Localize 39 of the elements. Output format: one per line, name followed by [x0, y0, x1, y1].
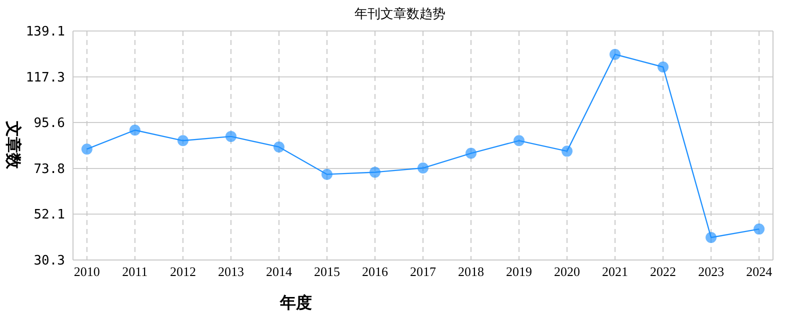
point	[225, 130, 236, 142]
x-tick-label: 2014	[266, 264, 292, 279]
x-tick-label: 2023	[698, 264, 724, 279]
x-tick-label: 2019	[506, 264, 532, 279]
chart-title: 年刊文章数趋势	[354, 6, 446, 21]
y-tick-label: 95.6	[34, 116, 65, 132]
x-axis-title: 年度	[279, 293, 312, 312]
y-axis-title: 文章数	[4, 120, 22, 170]
x-tick-label: 2016	[362, 264, 388, 279]
point	[514, 135, 525, 146]
x-tick-label: 2013	[218, 264, 244, 279]
x-tick-label: 2020	[554, 264, 580, 279]
point	[418, 162, 428, 174]
x-tick-label: 2024	[746, 264, 773, 279]
point	[466, 148, 477, 159]
y-tick-label: 30.3	[34, 254, 65, 269]
x-tick-label: 2021	[602, 264, 628, 279]
x-tick-label: 2010	[74, 264, 100, 279]
point	[562, 146, 573, 157]
x-tick-label: 2022	[650, 264, 676, 279]
y-tick-label: 73.8	[34, 162, 65, 177]
point	[610, 48, 621, 60]
x-tick-label: 2012	[170, 264, 196, 279]
y-tick-label: 52.1	[34, 208, 65, 223]
point	[273, 141, 284, 152]
x-tick-label: 2011	[122, 264, 148, 279]
point	[81, 144, 92, 155]
y-tick-label: 117.3	[26, 70, 65, 86]
point	[129, 124, 140, 136]
point	[321, 168, 332, 180]
point	[658, 61, 669, 72]
y-tick-label: 139.1	[26, 24, 65, 40]
point	[369, 166, 380, 178]
point	[754, 224, 765, 235]
point	[177, 135, 188, 146]
x-tick-label: 2017	[410, 264, 436, 279]
x-tick-label: 2015	[314, 264, 340, 279]
point	[706, 232, 717, 243]
x-tick-label: 2018	[458, 264, 484, 279]
